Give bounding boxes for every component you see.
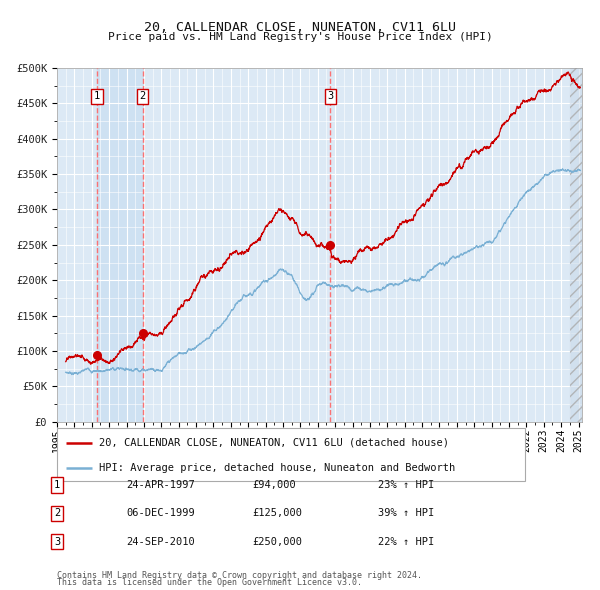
Text: 24-SEP-2010: 24-SEP-2010 (126, 537, 195, 546)
Bar (570, 68, 582, 422)
Text: 20, CALLENDAR CLOSE, NUNEATON, CV11 6LU: 20, CALLENDAR CLOSE, NUNEATON, CV11 6LU (144, 21, 456, 34)
Text: 24-APR-1997: 24-APR-1997 (126, 480, 195, 490)
Text: 23% ↑ HPI: 23% ↑ HPI (378, 480, 434, 490)
Text: 2: 2 (139, 91, 146, 101)
Text: 22% ↑ HPI: 22% ↑ HPI (378, 537, 434, 546)
Text: Price paid vs. HM Land Registry's House Price Index (HPI): Price paid vs. HM Land Registry's House … (107, 32, 493, 42)
Text: 3: 3 (328, 91, 334, 101)
Text: £250,000: £250,000 (252, 537, 302, 546)
Text: Contains HM Land Registry data © Crown copyright and database right 2024.: Contains HM Land Registry data © Crown c… (57, 571, 422, 580)
Text: 1: 1 (54, 480, 60, 490)
Text: HPI: Average price, detached house, Nuneaton and Bedworth: HPI: Average price, detached house, Nune… (99, 463, 455, 473)
Bar (97, 68, 143, 422)
Text: 20, CALLENDAR CLOSE, NUNEATON, CV11 6LU (detached house): 20, CALLENDAR CLOSE, NUNEATON, CV11 6LU … (99, 438, 449, 448)
Text: 1: 1 (94, 91, 100, 101)
Text: 2: 2 (54, 509, 60, 518)
Text: £94,000: £94,000 (252, 480, 296, 490)
Text: This data is licensed under the Open Government Licence v3.0.: This data is licensed under the Open Gov… (57, 578, 362, 587)
Text: 3: 3 (54, 537, 60, 546)
Text: 06-DEC-1999: 06-DEC-1999 (126, 509, 195, 518)
Text: 39% ↑ HPI: 39% ↑ HPI (378, 509, 434, 518)
Text: £125,000: £125,000 (252, 509, 302, 518)
Bar (570, 68, 582, 422)
